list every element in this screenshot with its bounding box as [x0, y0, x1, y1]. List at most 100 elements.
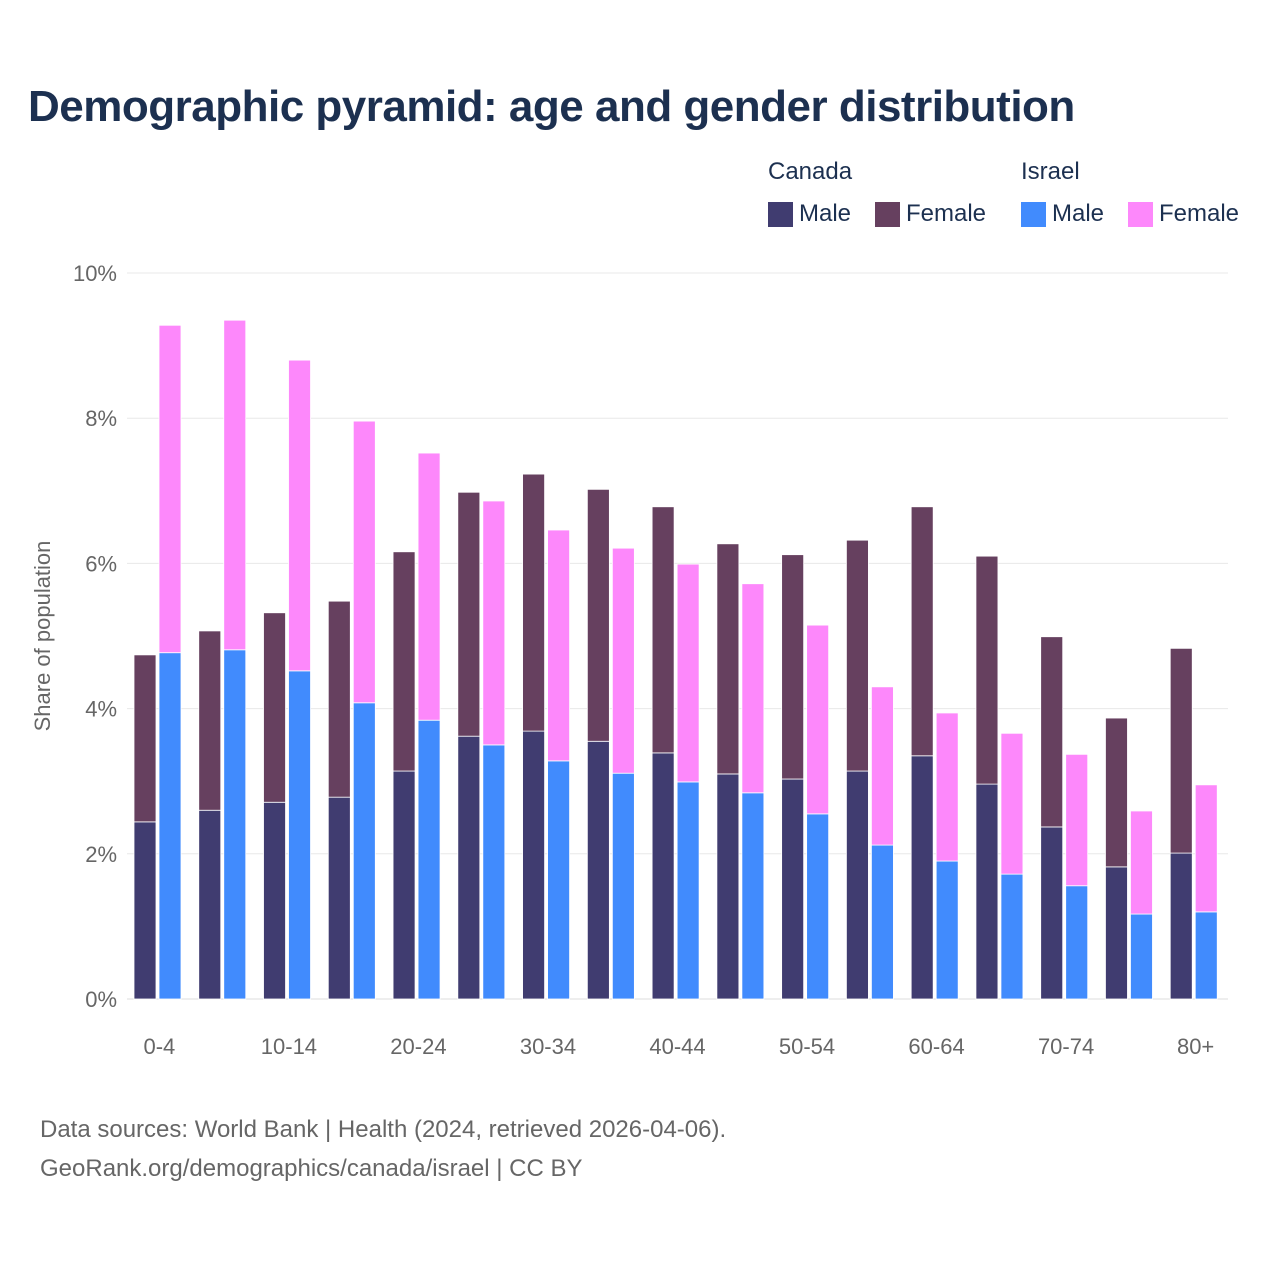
bar-canada-female-25-29 — [457, 491, 481, 737]
bar-canada-male-15-19 — [327, 796, 351, 1000]
y-tick-label: 10% — [73, 261, 117, 286]
bar-canada-female-5-9 — [198, 630, 222, 811]
bar-israel-female-40-44 — [676, 563, 700, 783]
bar-israel-male-40-44 — [676, 781, 700, 1000]
x-tick-label: 20-24 — [390, 1034, 446, 1059]
legend-swatch — [1128, 201, 1153, 227]
bar-israel-female-50-54 — [806, 624, 830, 815]
bar-canada-female-30-34 — [522, 473, 545, 732]
bar-canada-female-35-39 — [586, 488, 610, 742]
x-tick-label: 0-4 — [143, 1034, 175, 1059]
y-tick-label: 8% — [85, 406, 117, 431]
x-tick-label: 40-44 — [649, 1034, 705, 1059]
bar-canada-male-80+ — [1169, 852, 1193, 1000]
bar-canada-male-50-54 — [781, 778, 805, 1000]
legend-israel-male: Male — [1021, 200, 1104, 228]
bar-canada-female-20-24 — [392, 551, 416, 772]
chart-plot: 0% 2% 4% 6% 8% 10% Share of population 0-4 10-14… — [30, 261, 1228, 1059]
y-tick-label: 6% — [85, 551, 117, 576]
x-tick-label: 80+ — [1177, 1034, 1214, 1059]
x-tick-label: 70-74 — [1038, 1034, 1094, 1059]
bar-israel-male-15-19 — [352, 702, 376, 1000]
bar-canada-male-75-79 — [1105, 866, 1128, 1000]
bar-israel-male-55-59 — [871, 844, 894, 1000]
bar-israel-female-30-34 — [547, 529, 570, 762]
x-tick-label: 30-34 — [520, 1034, 576, 1059]
legend-group-canada: Canada — [768, 158, 853, 185]
bar-canada-male-30-34 — [522, 730, 545, 1000]
bar-israel-male-45-49 — [741, 792, 765, 1000]
legend-swatch — [768, 201, 793, 227]
bar-israel-male-70-74 — [1065, 885, 1089, 1000]
chart-title: Demographic pyramid: age and gender dist… — [28, 82, 1075, 131]
bar-israel-female-75-79 — [1130, 810, 1153, 915]
bar-canada-male-70-74 — [1040, 826, 1064, 1000]
bar-israel-female-10-14 — [288, 359, 311, 672]
legend-label: Male — [799, 200, 852, 227]
bar-israel-female-20-24 — [417, 452, 441, 721]
bar-canada-female-55-59 — [846, 539, 869, 772]
bar-canada-male-35-39 — [586, 740, 610, 1000]
bar-canada-female-70-74 — [1040, 636, 1064, 828]
bar-canada-male-25-29 — [457, 735, 481, 1000]
bar-canada-male-55-59 — [846, 770, 869, 1000]
bar-israel-male-0-4 — [158, 652, 182, 1000]
bar-canada-male-45-49 — [716, 773, 740, 1000]
bar-canada-female-40-44 — [651, 506, 675, 754]
bar-israel-male-10-14 — [288, 670, 311, 1000]
x-tick-label: 60-64 — [908, 1034, 964, 1059]
y-tick-label: 2% — [85, 842, 117, 867]
y-tick-label: 0% — [85, 987, 117, 1012]
bar-israel-female-45-49 — [741, 583, 765, 794]
legend-canada-male: Male — [768, 200, 851, 228]
bar-israel-male-75-79 — [1130, 913, 1153, 1000]
bar-israel-female-60-64 — [935, 712, 959, 862]
bar-israel-female-15-19 — [352, 420, 376, 704]
bar-canada-female-60-64 — [910, 506, 934, 757]
bar-canada-female-80+ — [1169, 647, 1193, 854]
x-tick-label: 50-54 — [779, 1034, 835, 1059]
bar-canada-female-0-4 — [133, 654, 157, 823]
bar-canada-male-40-44 — [651, 752, 675, 1000]
bar-israel-male-50-54 — [806, 813, 830, 1000]
bar-israel-male-30-34 — [547, 760, 570, 1000]
legend-israel-female: Female — [1128, 200, 1239, 228]
bar-israel-male-35-39 — [611, 772, 635, 1000]
legend-label: Male — [1052, 200, 1105, 227]
bar-israel-female-70-74 — [1065, 753, 1089, 887]
legend-swatch — [875, 201, 900, 227]
bar-canada-female-65-69 — [975, 555, 999, 785]
bar-canada-male-5-9 — [198, 809, 222, 1000]
bar-canada-female-10-14 — [263, 612, 286, 803]
bar-canada-male-65-69 — [975, 783, 999, 1000]
bar-israel-male-60-64 — [935, 860, 959, 1000]
bar-canada-female-15-19 — [327, 600, 351, 798]
bar-israel-male-80+ — [1194, 911, 1218, 1000]
bar-canada-male-10-14 — [263, 801, 286, 1000]
bar-canada-male-20-24 — [392, 770, 416, 1000]
legend-label: Female — [906, 200, 987, 227]
bar-canada-male-60-64 — [910, 755, 934, 1000]
legend-swatch — [1021, 201, 1046, 227]
bar-israel-male-20-24 — [417, 719, 441, 1000]
y-axis-label: Share of population — [30, 541, 55, 732]
legend-label: Female — [1159, 200, 1240, 227]
bar-israel-female-65-69 — [1000, 732, 1024, 875]
bar-israel-female-25-29 — [482, 500, 506, 746]
x-tick-label: 10-14 — [261, 1034, 317, 1059]
legend-group-israel: Israel — [1021, 158, 1080, 185]
bar-israel-female-35-39 — [611, 547, 635, 774]
bar-israel-male-5-9 — [223, 649, 247, 1000]
bar-canada-female-75-79 — [1105, 717, 1128, 868]
legend-canada-female: Female — [875, 200, 986, 228]
bar-israel-male-25-29 — [482, 744, 506, 1000]
source-line-2: GeoRank.org/demographics/canada/israel |… — [40, 1155, 583, 1182]
bar-canada-male-0-4 — [133, 821, 157, 1000]
y-tick-label: 4% — [85, 697, 117, 722]
bar-canada-female-45-49 — [716, 543, 740, 775]
bar-israel-male-65-69 — [1000, 873, 1024, 1000]
source-line-1: Data sources: World Bank | Health (2024,… — [40, 1116, 727, 1143]
bar-israel-female-5-9 — [223, 319, 247, 651]
bar-canada-female-50-54 — [781, 554, 805, 780]
bar-israel-female-80+ — [1194, 784, 1218, 913]
